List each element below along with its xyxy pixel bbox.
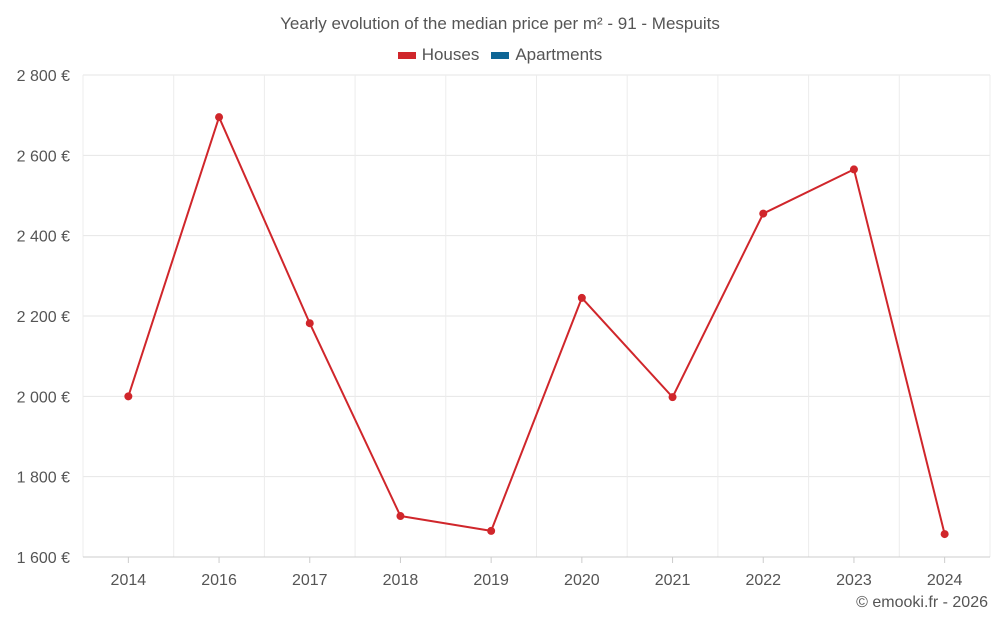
x-tick-label: 2020 — [564, 572, 600, 589]
legend-item-houses[interactable]: Houses — [397, 45, 480, 65]
legend-label-houses: Houses — [421, 45, 480, 64]
x-tick-label: 2014 — [111, 572, 147, 589]
x-tick-label: 2021 — [655, 572, 691, 589]
data-point-houses — [124, 392, 133, 401]
data-point-houses — [849, 165, 858, 174]
credit-text: © emooki.fr - 2026 — [856, 594, 988, 611]
data-point-houses — [759, 209, 768, 218]
series-line-houses — [127, 116, 946, 535]
y-tick-label: 2 000 € — [17, 389, 70, 406]
data-point-houses — [668, 393, 677, 402]
y-tick-label: 1 600 € — [17, 550, 70, 567]
chart-legend: Houses Apartments — [0, 45, 1000, 65]
y-tick-label: 2 200 € — [17, 309, 70, 326]
x-tick-label: 2024 — [927, 572, 963, 589]
data-point-houses — [215, 113, 224, 122]
x-tick-label: 2022 — [745, 572, 781, 589]
chart-title: Yearly evolution of the median price per… — [280, 14, 720, 33]
data-point-houses — [487, 526, 496, 535]
legend-swatch-houses — [397, 51, 416, 59]
data-point-houses — [577, 293, 586, 302]
legend-swatch-apartments — [491, 51, 510, 59]
legend-label-apartments: Apartments — [515, 45, 603, 64]
x-tick-label: 2017 — [292, 572, 328, 589]
y-tick-label: 2 400 € — [17, 229, 70, 246]
y-tick-label: 1 800 € — [17, 470, 70, 487]
y-tick-label: 2 800 € — [17, 68, 70, 85]
x-tick-label: 2016 — [201, 572, 237, 589]
x-tick-label: 2019 — [473, 572, 509, 589]
x-tick-label: 2018 — [383, 572, 419, 589]
data-point-houses — [396, 512, 405, 521]
y-tick-label: 2 600 € — [17, 148, 70, 165]
data-point-houses — [940, 530, 949, 539]
legend-item-apartments[interactable]: Apartments — [491, 45, 602, 65]
x-tick-label: 2023 — [836, 572, 872, 589]
data-point-houses — [305, 319, 314, 328]
